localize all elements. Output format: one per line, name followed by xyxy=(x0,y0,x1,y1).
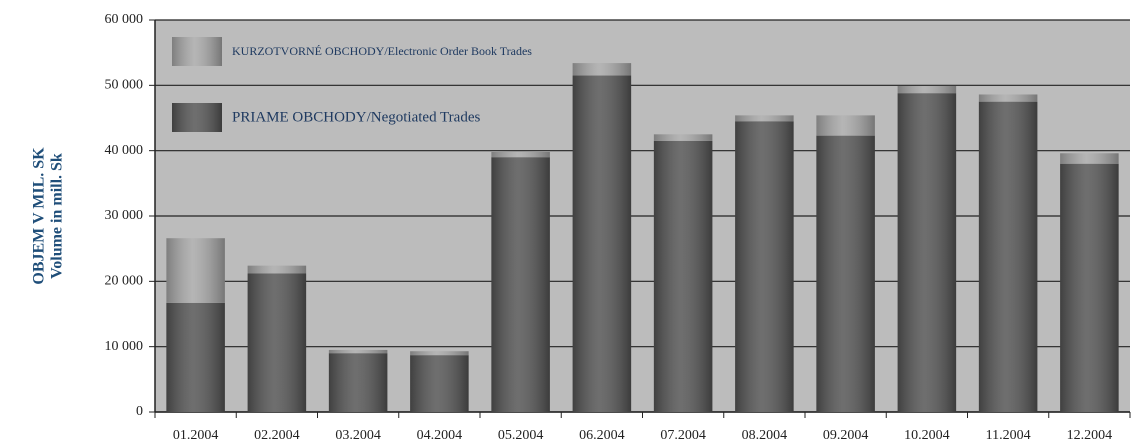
y-tick-label: 40 000 xyxy=(105,143,144,158)
y-tick-label: 20 000 xyxy=(105,274,144,289)
bar-shade xyxy=(572,63,632,76)
x-tick-label: 07.2004 xyxy=(660,428,706,443)
x-tick-label: 08.2004 xyxy=(742,428,788,443)
x-tick-label: 01.2004 xyxy=(173,428,219,443)
bar-shade xyxy=(897,85,957,94)
x-tick-label: 05.2004 xyxy=(498,428,544,443)
bar-shade xyxy=(247,273,307,412)
y-axis-label: Volume in mill. Sk xyxy=(49,153,66,279)
bar-shade xyxy=(491,151,550,158)
bar-shade xyxy=(1060,153,1119,164)
bar-shade xyxy=(410,351,469,356)
legend-label: KURZOTVORNÉ OBCHODY/Electronic Order Boo… xyxy=(232,44,532,58)
x-tick-label: 10.2004 xyxy=(904,428,950,443)
bar-shade xyxy=(816,135,875,412)
bar-shade xyxy=(491,157,550,412)
bar-shade xyxy=(978,101,1038,413)
x-tick-label: 06.2004 xyxy=(579,428,625,443)
y-tick-label: 0 xyxy=(136,404,143,419)
bar-shade xyxy=(1060,163,1119,412)
x-tick-label: 11.2004 xyxy=(986,428,1031,443)
x-tick-label: 02.2004 xyxy=(254,428,300,443)
bar-shade xyxy=(653,140,713,412)
y-tick-label: 10 000 xyxy=(105,339,144,354)
y-axis-label: OBJEM V MIL. SK xyxy=(31,147,48,285)
bar-shade xyxy=(978,94,1038,102)
bar-shade xyxy=(410,355,469,412)
x-tick-label: 09.2004 xyxy=(823,428,869,443)
bar-shade xyxy=(572,75,632,413)
bar-shade xyxy=(653,134,713,141)
bar-shade xyxy=(328,349,388,354)
x-tick-label: 03.2004 xyxy=(335,428,381,443)
bar-shade xyxy=(735,121,794,413)
bar-shade xyxy=(897,93,957,412)
bar-shade xyxy=(166,302,225,412)
bar-shade xyxy=(166,238,225,303)
y-tick-label: 50 000 xyxy=(105,78,144,93)
bar-shade xyxy=(247,265,307,274)
y-tick-label: 60 000 xyxy=(105,12,144,27)
legend-shade xyxy=(172,37,222,66)
x-tick-label: 12.2004 xyxy=(1067,428,1113,443)
legend-shade xyxy=(172,103,222,132)
bar-shade xyxy=(328,353,388,412)
x-tick-label: 04.2004 xyxy=(417,428,463,443)
legend-label: PRIAME OBCHODY/Negotiated Trades xyxy=(232,109,480,125)
y-tick-label: 30 000 xyxy=(105,208,144,223)
bar-shade xyxy=(735,115,794,122)
bar-shade xyxy=(816,115,875,136)
